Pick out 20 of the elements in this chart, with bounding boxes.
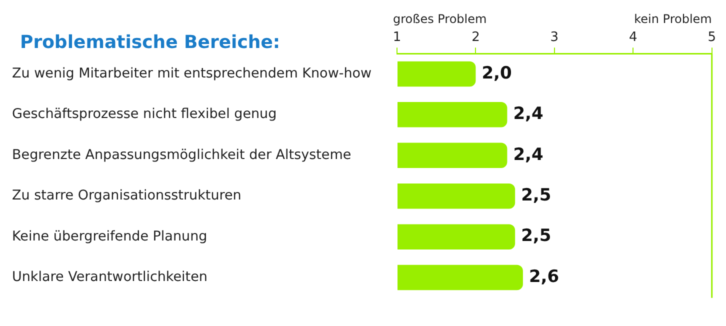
data-label: 2,5 <box>521 226 552 246</box>
y-tick-label: Keine übergreifende Planung <box>12 228 208 244</box>
data-label: 2,0 <box>482 63 512 84</box>
x-tick-label: 3 <box>550 30 559 46</box>
text: Problematische Bereiche: <box>20 32 280 53</box>
text: großes Problem <box>393 12 487 26</box>
x-tick-label: 5 <box>708 30 716 46</box>
data-label: 2,4 <box>513 144 544 165</box>
x-tick-label: 4 <box>629 30 638 46</box>
data-label: 2,4 <box>513 104 544 124</box>
y-tick-label: Zu wenig Mitarbeiter mit entsprechendem Know-how <box>12 65 372 82</box>
y-tick-label: Zu starre Organisationsstrukturen <box>12 188 242 204</box>
y-tick-label: Unklare Verantwortlichkeiten <box>12 269 208 286</box>
y-tick-label: Geschäftsprozesse nicht flexibel genug <box>12 106 277 122</box>
data-label: 2,6 <box>528 266 560 287</box>
data-label: 2,5 <box>521 186 552 206</box>
text: kein Problem <box>634 12 712 26</box>
x-tick-label: 2 <box>472 30 480 46</box>
y-tick-label: Begrenzte Anpassungsmöglichkeit der Altsysteme <box>12 146 352 163</box>
x-tick-label: 1 <box>392 30 402 46</box>
